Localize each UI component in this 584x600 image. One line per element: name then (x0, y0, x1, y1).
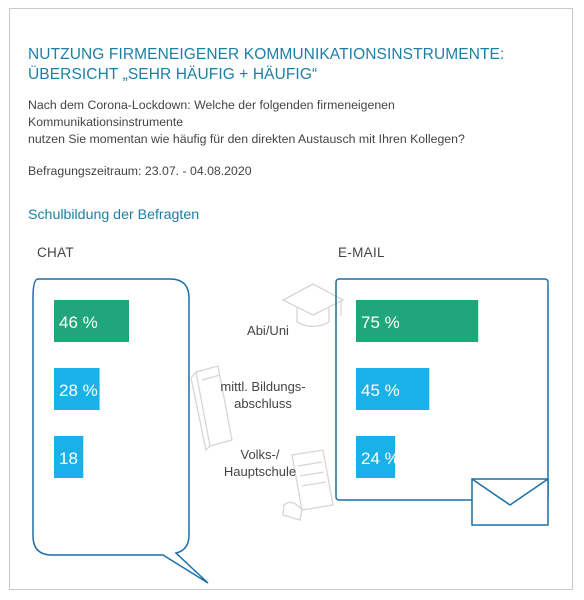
email-box-outline (335, 278, 549, 501)
series-heading-email: E-MAIL (338, 245, 385, 260)
email-bar-label-3: 24 % (361, 449, 400, 468)
category-label-line: abschluss (234, 396, 292, 411)
chat-bar-3 (54, 436, 84, 478)
email-bar-label-1: 75 % (361, 313, 400, 332)
chat-bar-1 (54, 300, 129, 342)
email-bar-label-2: 45 % (361, 381, 400, 400)
chat-bar-label-2: 28 % (59, 381, 98, 400)
category-label-mittl-bildungsabschluss: mittl. Bildungs- abschluss (203, 378, 323, 412)
mortarboard-icon (281, 283, 345, 328)
chart-subheading: Schulbildung der Befragten (28, 207, 200, 223)
email-bar-1 (356, 300, 479, 342)
chat-bar-2 (54, 368, 100, 410)
question-line: Nach dem Corona-Lockdown: Welche der fol… (28, 98, 395, 129)
chat-bar-label-1: 46 % (59, 313, 98, 332)
category-label-volks-hauptschule: Volks-/ Hauptschule (210, 446, 310, 480)
category-label-line: Volks-/ (240, 447, 280, 462)
title-line: ÜBERSICHT „SEHR HÄUFIG + HÄUFIG“ (28, 66, 318, 83)
title-line: NUTZUNG FIRMENEIGENER KOMMUNIKATIONSINST… (28, 46, 505, 63)
chart-title: NUTZUNG FIRMENEIGENER KOMMUNIKATIONSINST… (28, 45, 548, 85)
chat-bubble-outline (32, 278, 209, 584)
category-label-abi-uni: Abi/Uni (218, 322, 318, 339)
question-line: nutzen Sie momentan wie häufig für den d… (28, 132, 465, 146)
series-heading-chat: CHAT (37, 245, 74, 260)
email-bar-2 (356, 368, 430, 410)
category-label-line: mittl. Bildungs- (220, 379, 306, 394)
book-icon (190, 365, 233, 452)
survey-period: Befragungszeitraum: 23.07. - 04.08.2020 (28, 164, 252, 178)
envelope-icon (471, 478, 549, 526)
certificate-icon (282, 449, 334, 521)
chart-frame (9, 8, 573, 590)
category-label-line: Abi/Uni (247, 323, 289, 338)
survey-question: Nach dem Corona-Lockdown: Welche der fol… (28, 97, 548, 148)
email-bar-3 (356, 436, 396, 478)
chat-bar-label-3: 18 % (59, 449, 98, 468)
category-label-line: Hauptschule (223, 464, 297, 479)
